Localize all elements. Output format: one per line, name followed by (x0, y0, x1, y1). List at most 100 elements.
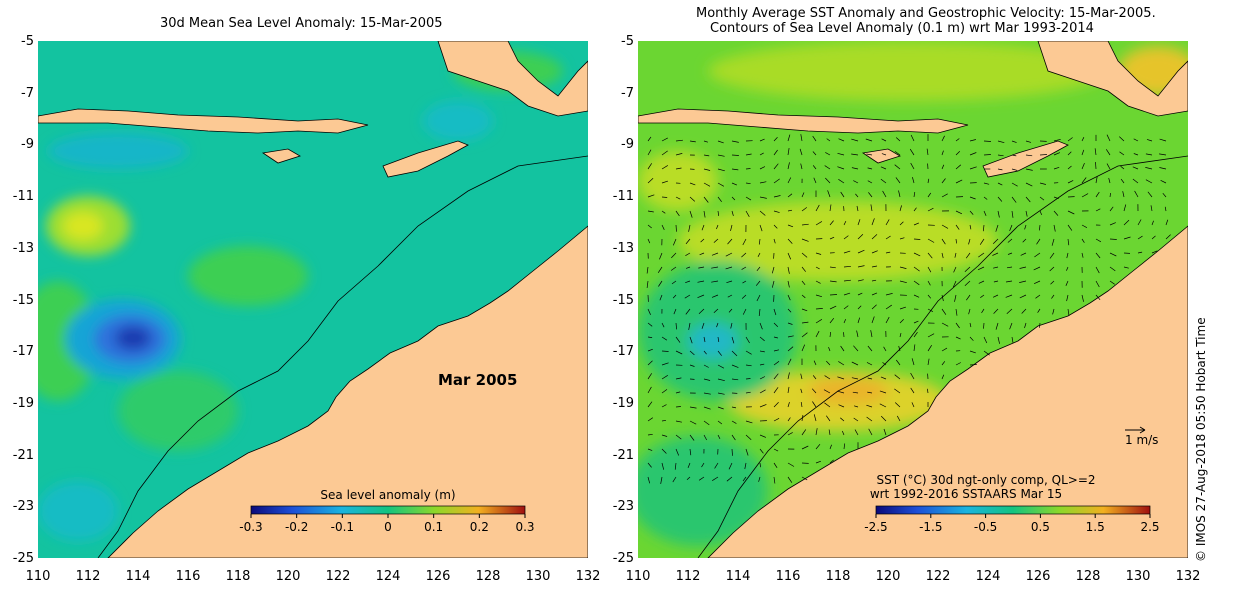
velocity-arrow (911, 358, 915, 366)
velocity-arrow (983, 182, 990, 185)
right-x-tick: 126 (1025, 569, 1051, 584)
sla-blob-green-west (18, 281, 98, 401)
velocity-arrow (927, 192, 932, 198)
velocity-arrow (731, 140, 739, 143)
velocity-arrow (826, 360, 831, 366)
velocity-arrow (787, 372, 790, 380)
sst-colorbar-tick-label: 1.5 (1086, 520, 1105, 534)
velocity-arrow (1024, 322, 1027, 329)
velocity-arrow (1095, 294, 1101, 301)
velocity-arrow (661, 165, 668, 170)
velocity-arrow (1095, 161, 1097, 170)
velocity-arrow (685, 238, 691, 245)
velocity-arrow (927, 207, 934, 212)
sumba-island-right (861, 148, 901, 164)
velocity-arrow (812, 151, 817, 156)
velocity-arrow (1095, 208, 1101, 212)
velocity-arrow (1066, 266, 1069, 271)
velocity-arrow (894, 374, 901, 380)
velocity-arrow (1133, 153, 1139, 156)
velocity-arrow (717, 336, 720, 342)
velocity-arrow (843, 292, 851, 296)
velocity-arrow (675, 167, 682, 170)
velocity-arrow (647, 210, 654, 213)
velocity-arrow (758, 476, 761, 482)
velocity-arrow (857, 305, 862, 310)
velocity-arrow (913, 252, 921, 257)
left-x-tick: 116 (175, 569, 201, 584)
velocity-arrow (731, 154, 739, 156)
velocity-arrow (728, 308, 733, 313)
velocity-arrow (871, 279, 877, 282)
sla-blob-cyan-north (48, 133, 188, 169)
velocity-arrow (1067, 151, 1072, 156)
velocity-arrow (1067, 224, 1073, 231)
velocity-arrow (787, 238, 793, 244)
velocity-arrow (731, 420, 737, 424)
velocity-arrow (826, 415, 831, 422)
velocity-arrow (773, 195, 781, 198)
velocity-arrow (870, 330, 873, 338)
velocity-arrow (829, 305, 837, 310)
velocity-arrow (1094, 148, 1097, 156)
velocity-arrow (742, 308, 747, 315)
velocity-arrow (829, 444, 832, 450)
right-x-tick: 118 (825, 569, 851, 584)
velocity-arrow (698, 476, 705, 481)
velocity-arrow (867, 180, 873, 184)
velocity-arrow (689, 336, 693, 344)
velocity-arrow (647, 136, 652, 142)
velocity-arrow (954, 294, 957, 302)
velocity-arrow (871, 218, 875, 226)
velocity-arrow (868, 192, 873, 198)
right-y-tick: -13 (612, 240, 634, 256)
velocity-arrow (742, 238, 747, 246)
velocity-arrow (1150, 205, 1153, 212)
velocity-arrow (1067, 180, 1074, 184)
velocity-arrow (899, 205, 902, 212)
velocity-arrow (812, 375, 817, 380)
velocity-arrow (714, 462, 719, 469)
velocity-arrow (815, 204, 820, 212)
velocity-arrow (787, 401, 790, 408)
velocity-arrow (838, 361, 845, 366)
velocity-arrow (689, 448, 692, 456)
velocity-arrow (773, 462, 778, 468)
velocity-arrow (759, 138, 765, 142)
velocity-arrow (698, 266, 705, 269)
velocity-arrow (955, 362, 961, 366)
velocity-arrow (913, 280, 920, 286)
velocity-arrow (1022, 238, 1027, 243)
velocity-arrow (978, 280, 985, 284)
velocity-arrow (1081, 137, 1085, 142)
velocity-arrow (647, 448, 653, 451)
right-y-tick: -21 (612, 447, 634, 463)
velocity-arrow (647, 360, 653, 366)
left-y-tick: -5 (21, 34, 34, 49)
velocity-arrow (815, 460, 822, 464)
velocity-arrow (773, 308, 777, 316)
velocity-arrow (871, 250, 878, 254)
velocity-arrow (717, 350, 722, 356)
velocity-arrow (745, 196, 752, 201)
sla-colorbar-tick-label: -0.1 (331, 520, 354, 534)
sst-cool-sw (628, 436, 768, 546)
velocity-arrow (725, 266, 733, 270)
velocity-arrow (1095, 176, 1098, 184)
velocity-arrow (1039, 182, 1046, 185)
sst-colorbar-ticks: -2.5 -1.5 -0.5 0.5 1.5 2.5 (864, 514, 1160, 534)
velocity-arrow (661, 462, 665, 470)
velocity-arrow (983, 350, 990, 356)
velocity-arrow (801, 429, 807, 436)
velocity-arrow (726, 476, 733, 482)
velocity-arrow (787, 322, 793, 325)
velocity-arrow (993, 266, 999, 269)
velocity-arrow (927, 358, 930, 366)
velocity-arrow (977, 266, 985, 271)
velocity-arrow (759, 350, 765, 353)
right-x-tick: 122 (925, 569, 951, 584)
velocity-arrow (927, 266, 932, 273)
velocity-arrow (745, 153, 752, 156)
velocity-arrow (1123, 219, 1130, 226)
velocity-arrow (661, 362, 669, 366)
